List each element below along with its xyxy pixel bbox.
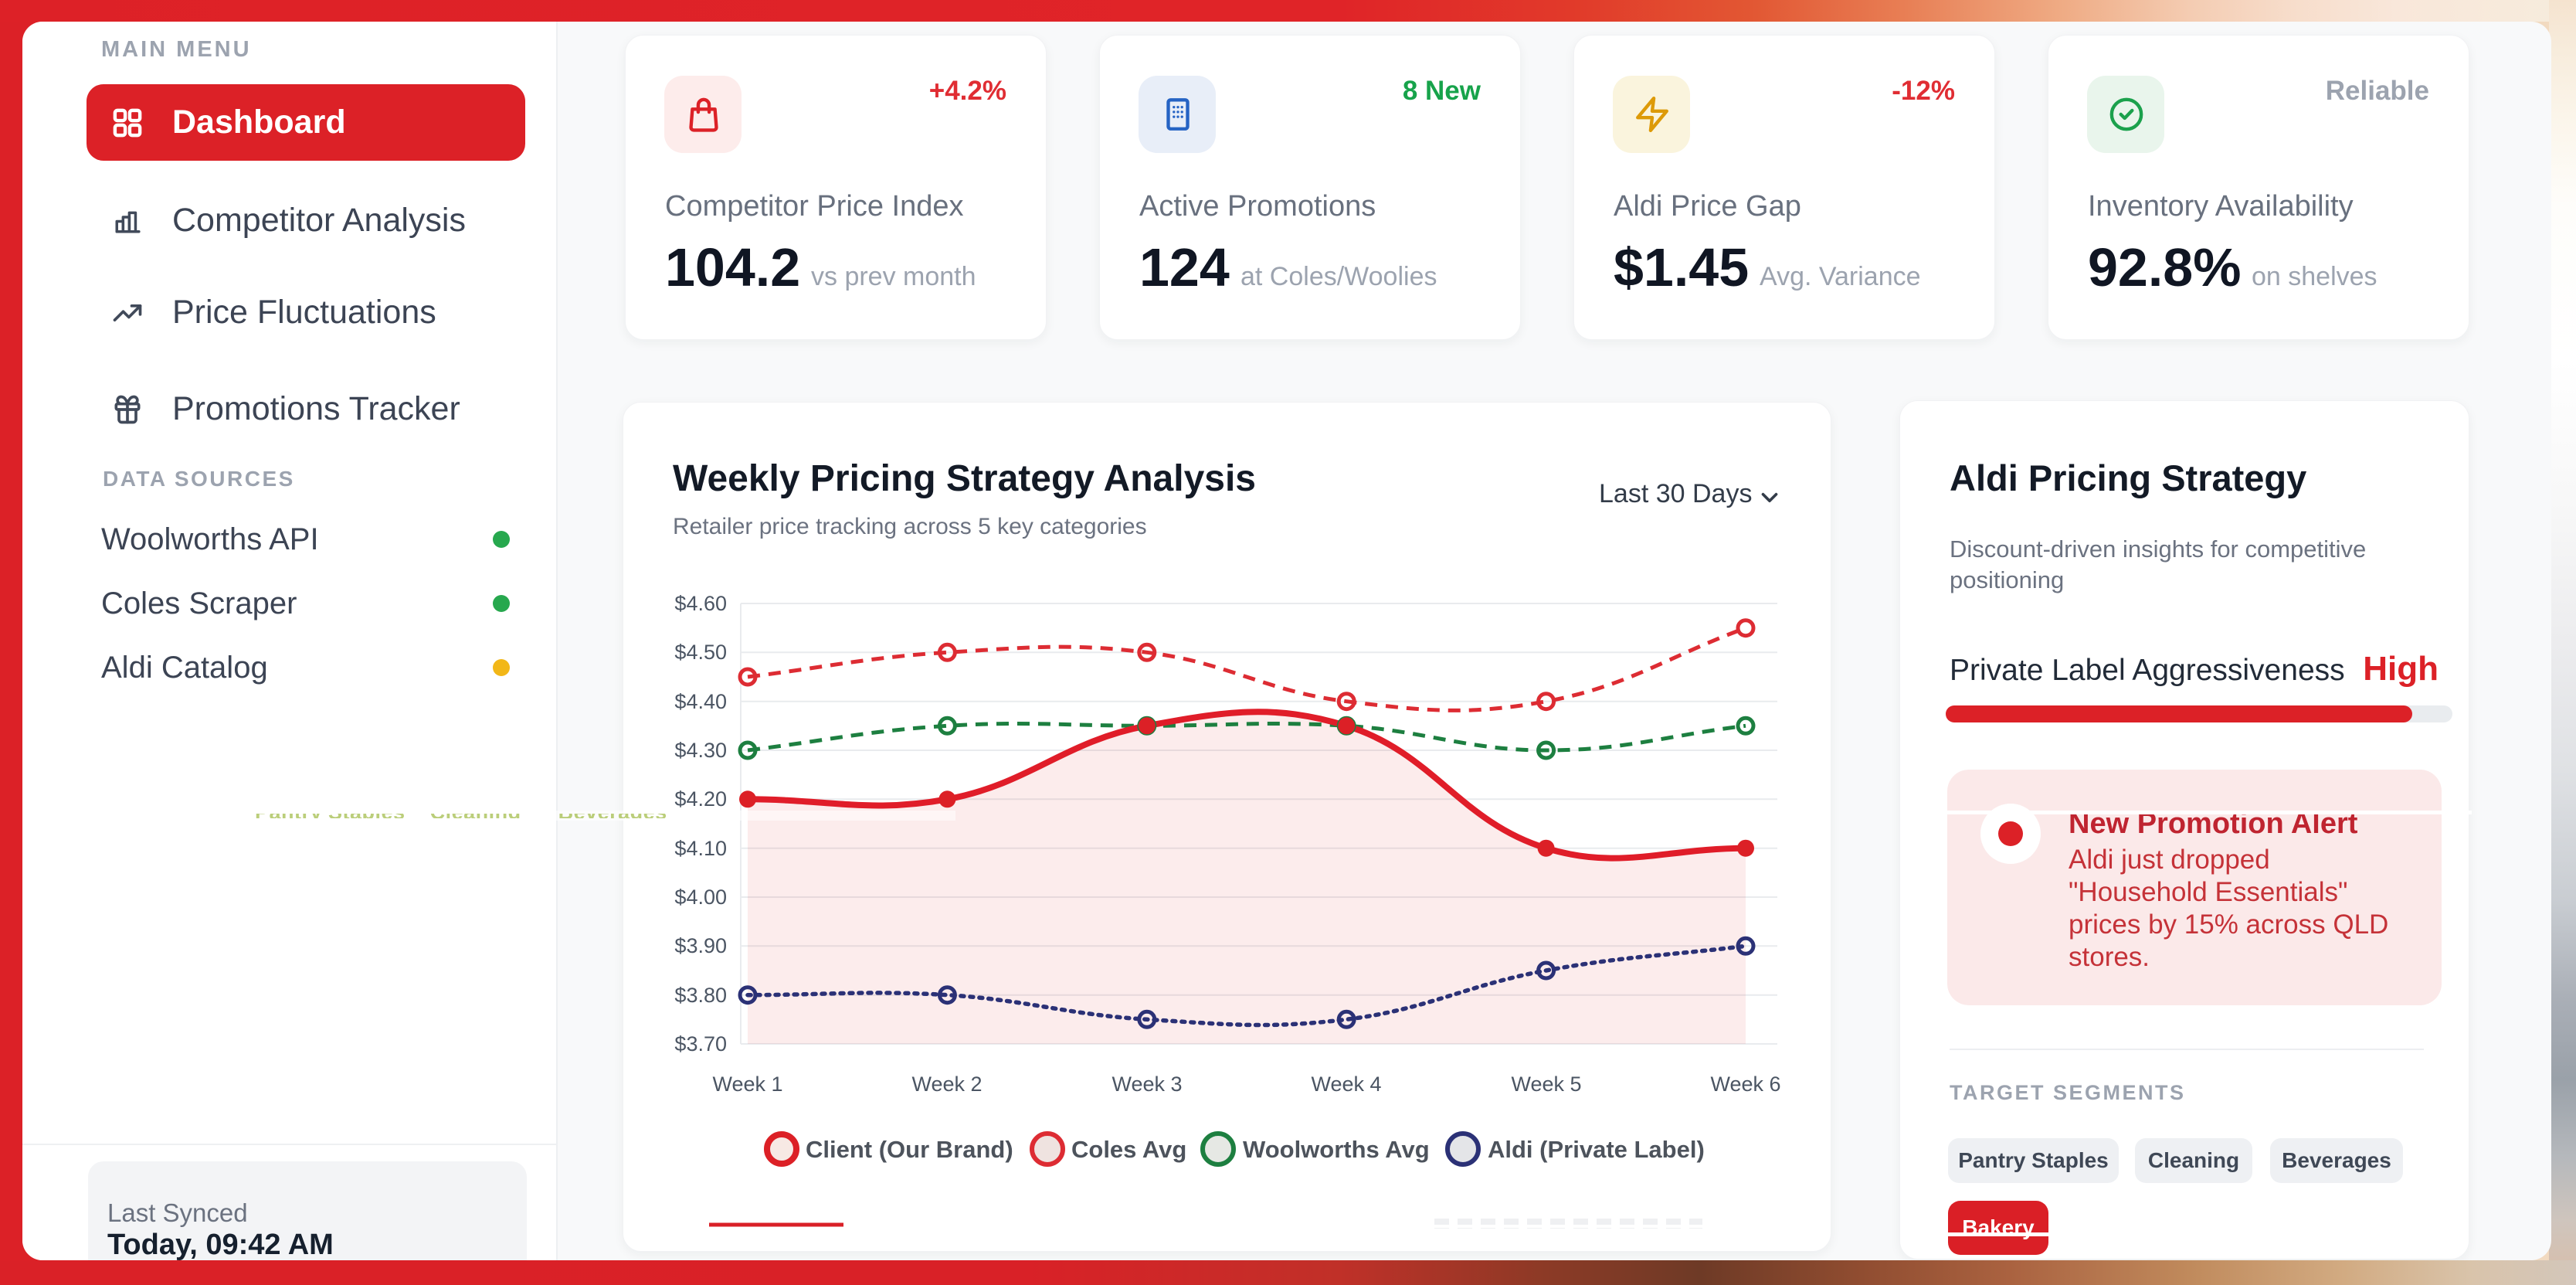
svg-text:Week 5: Week 5 bbox=[1511, 1073, 1581, 1096]
svg-text:$3.80: $3.80 bbox=[674, 984, 727, 1007]
svg-text:$3.70: $3.70 bbox=[674, 1032, 727, 1056]
svg-text:Coles Avg: Coles Avg bbox=[1071, 1136, 1186, 1163]
svg-text:Aldi (Private Label): Aldi (Private Label) bbox=[1488, 1136, 1705, 1163]
svg-text:Client (Our Brand): Client (Our Brand) bbox=[806, 1136, 1013, 1163]
svg-text:Week 1: Week 1 bbox=[712, 1073, 782, 1096]
svg-text:$4.20: $4.20 bbox=[674, 787, 727, 811]
svg-text:Woolworths Avg: Woolworths Avg bbox=[1243, 1136, 1430, 1163]
svg-text:Week 3: Week 3 bbox=[1112, 1073, 1182, 1096]
svg-text:$4.10: $4.10 bbox=[674, 837, 727, 860]
svg-text:$4.00: $4.00 bbox=[674, 886, 727, 909]
svg-text:$4.60: $4.60 bbox=[674, 592, 727, 615]
svg-text:$3.90: $3.90 bbox=[674, 934, 727, 957]
svg-text:$4.50: $4.50 bbox=[674, 641, 727, 664]
svg-text:$4.40: $4.40 bbox=[674, 690, 727, 713]
svg-text:Week 2: Week 2 bbox=[911, 1073, 982, 1096]
svg-text:$4.30: $4.30 bbox=[674, 739, 727, 762]
svg-text:Week 4: Week 4 bbox=[1311, 1073, 1381, 1096]
svg-text:Week 6: Week 6 bbox=[1710, 1073, 1780, 1096]
